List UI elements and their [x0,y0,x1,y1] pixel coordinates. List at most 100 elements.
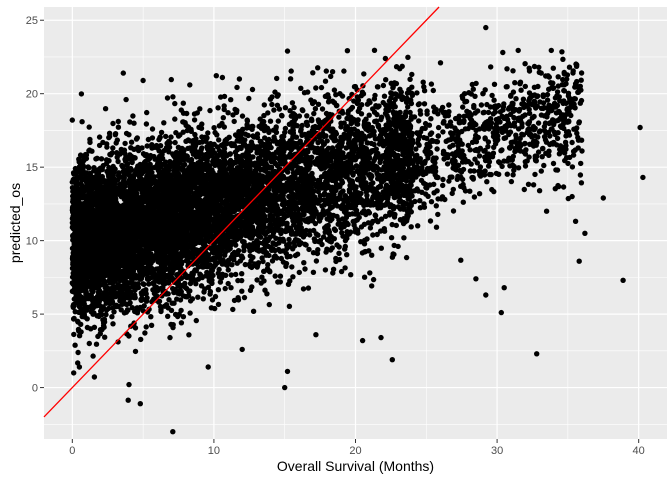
data-point [324,246,330,252]
data-point [261,112,267,119]
data-point [131,120,137,126]
data-point [423,191,429,197]
data-point [492,125,498,132]
data-point [403,254,410,261]
data-point [417,205,424,211]
data-point [146,281,152,287]
data-point [531,63,538,70]
data-point [476,191,483,197]
data-point [264,265,271,272]
data-point [228,272,234,278]
data-point [272,160,279,167]
data-point [504,171,510,177]
data-point [274,75,280,82]
data-point [459,93,465,99]
data-point [557,98,563,104]
data-point [487,116,494,122]
data-point [102,106,109,112]
data-point [500,104,507,110]
data-point [187,280,194,287]
data-point [388,235,395,241]
data-point [72,342,78,348]
data-point [99,306,105,312]
data-point [510,172,516,178]
data-point [183,138,189,144]
data-point [405,54,411,60]
data-point [239,113,246,119]
data-point [415,101,422,108]
data-point [467,168,474,174]
data-point [263,229,269,236]
data-point [544,91,551,98]
data-point [235,248,242,254]
data-point [470,86,476,92]
data-point [485,163,492,169]
data-point [122,140,128,147]
data-point [266,252,272,259]
data-point [328,239,334,245]
data-point [381,93,388,99]
data-point [417,108,423,114]
data-point [566,118,572,124]
data-point [395,243,401,250]
data-point [543,139,550,145]
data-point [578,180,585,186]
data-point [417,198,423,204]
data-point [434,146,440,152]
data-point [318,84,325,91]
data-point [180,129,186,135]
data-point [257,234,264,240]
data-point [127,119,133,125]
data-point [302,266,308,272]
data-point [235,277,241,284]
data-point [172,100,178,107]
data-point [526,120,532,127]
data-point [342,265,348,271]
data-point [578,70,585,76]
data-point [550,80,556,86]
data-point [467,147,473,153]
data-point [522,159,528,165]
data-point [370,180,376,186]
data-point [123,130,130,137]
data-point [375,122,382,129]
data-point [522,163,529,169]
data-point [565,90,572,97]
data-point [132,348,139,355]
data-point [143,324,149,330]
data-point [361,208,367,214]
data-point [90,353,96,359]
data-point [352,137,358,143]
data-point [310,269,317,275]
data-point [319,203,325,209]
data-point [313,258,320,264]
data-point [444,161,451,167]
data-point [320,234,327,240]
data-point [367,99,373,106]
data-point [555,130,561,136]
data-point [287,76,294,82]
data-point [115,158,121,165]
data-point [512,80,518,86]
data-point [322,267,329,273]
data-point [544,112,550,118]
data-point [222,285,228,292]
data-point [191,111,198,117]
data-point [465,142,471,149]
data-point [215,270,221,276]
data-point [435,111,441,117]
data-point [286,236,292,243]
data-point [271,107,277,113]
data-point [114,150,120,156]
data-point [471,194,478,200]
data-point [334,242,340,248]
data-point [422,120,429,127]
data-point [440,151,447,157]
data-point [106,134,112,141]
data-point [180,314,187,320]
data-point [569,164,576,170]
data-point [549,107,555,114]
data-point [261,102,267,108]
data-point [167,334,173,341]
data-point [163,133,169,140]
